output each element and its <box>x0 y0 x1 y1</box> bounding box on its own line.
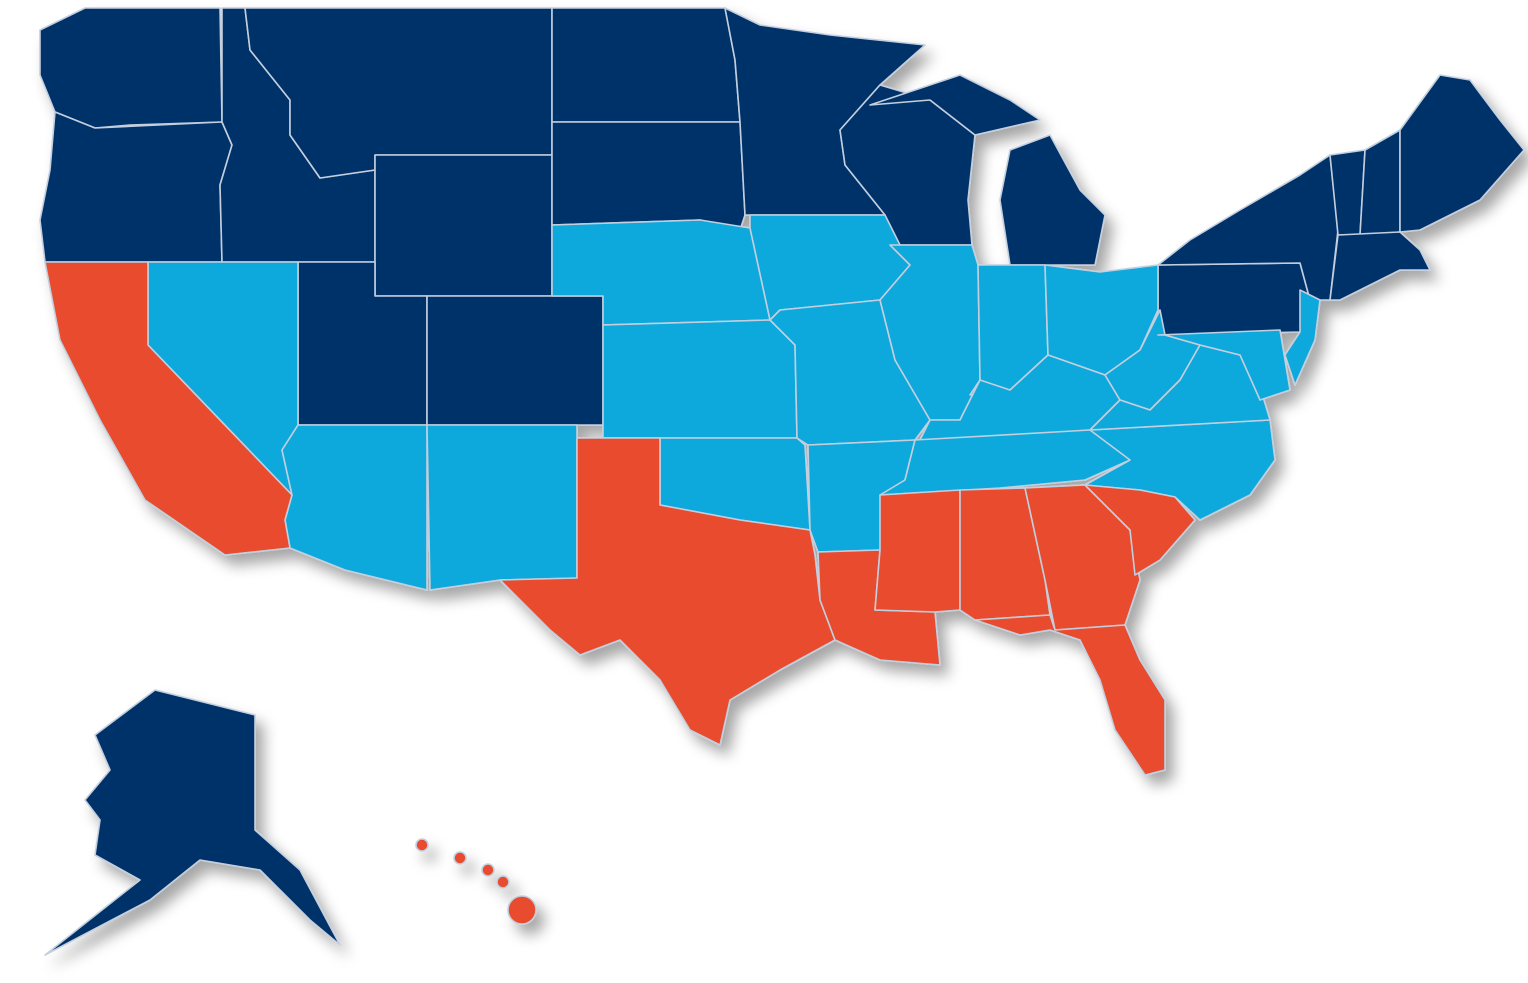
state <box>974 614 1166 776</box>
island <box>415 838 429 852</box>
state <box>1329 231 1431 301</box>
state <box>1084 484 1196 576</box>
state <box>426 295 604 426</box>
island <box>453 851 467 865</box>
state <box>39 111 233 263</box>
state <box>1399 74 1525 233</box>
state <box>1359 129 1401 236</box>
state <box>869 74 1041 136</box>
state <box>374 154 553 297</box>
states <box>39 7 1525 956</box>
state <box>44 689 341 956</box>
state <box>44 261 293 556</box>
island <box>481 863 495 877</box>
state <box>874 489 961 613</box>
state <box>499 437 836 746</box>
state <box>426 424 578 591</box>
state <box>1084 419 1276 521</box>
island <box>496 875 510 889</box>
state <box>602 319 798 439</box>
state <box>39 7 223 129</box>
state <box>1157 329 1291 401</box>
state <box>551 7 741 123</box>
state <box>281 424 428 591</box>
state <box>551 121 746 231</box>
state <box>999 134 1106 266</box>
state <box>1157 262 1311 336</box>
state <box>1284 289 1321 386</box>
island <box>507 895 537 925</box>
